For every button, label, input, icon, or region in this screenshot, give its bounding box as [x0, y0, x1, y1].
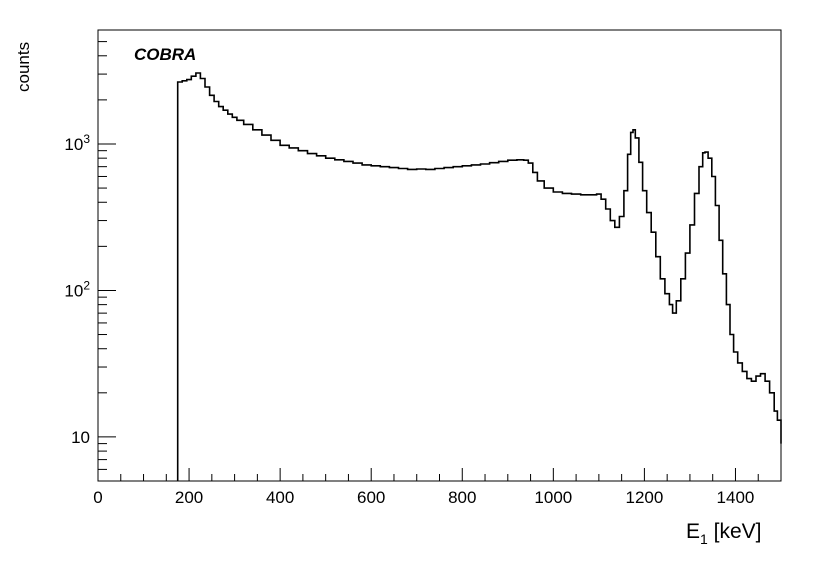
plot-frame [97, 29, 782, 482]
x-tick-label: 1200 [625, 488, 663, 507]
y-tick-labels: 10 102 103 [64, 132, 90, 447]
x-tick-label: 1400 [717, 488, 755, 507]
x-axis-title: E1 [keV] [686, 520, 762, 547]
histogram-series-line [176, 72, 782, 481]
y-axis-ticks [98, 29, 116, 482]
chart-annotation: COBRA [134, 45, 196, 64]
y-tick-label: 103 [64, 132, 90, 154]
x-tick-label: 200 [175, 488, 203, 507]
x-tick-labels: 0 200 400 600 800 1000 1200 1400 [93, 488, 754, 507]
x-tick-label: 800 [448, 488, 476, 507]
x-tick-label: 400 [266, 488, 294, 507]
x-tick-label: 1000 [534, 488, 572, 507]
x-tick-label: 0 [93, 488, 102, 507]
y-axis-title: counts [14, 42, 33, 92]
y-tick-label: 102 [64, 278, 90, 300]
y-tick-label: 10 [71, 428, 90, 447]
x-tick-label: 600 [357, 488, 385, 507]
x-axis-ticks [97, 468, 782, 481]
